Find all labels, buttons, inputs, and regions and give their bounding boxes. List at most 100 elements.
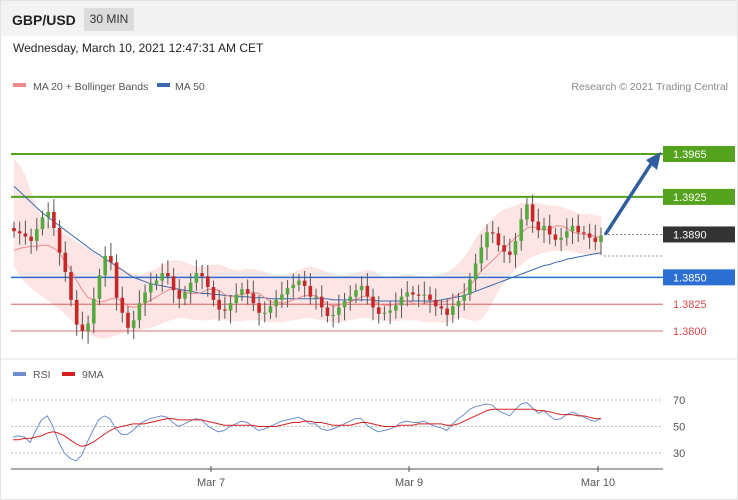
candle-body [530, 204, 535, 222]
candle-body [251, 293, 256, 304]
candle-body [496, 233, 501, 246]
header-bar: GBP/USD 30 MIN [1, 1, 737, 36]
candle-body [274, 299, 278, 307]
candle-body [12, 228, 16, 232]
candle-body [525, 204, 529, 220]
candle-body [576, 225, 581, 233]
candle-body [80, 324, 85, 331]
candle-body [183, 292, 187, 299]
candle-body [422, 294, 427, 296]
candle-body [109, 255, 113, 263]
x-tick-label: Mar 9 [395, 477, 423, 489]
candle-body [479, 247, 484, 264]
candle-body [553, 234, 558, 240]
candle-body [308, 285, 313, 297]
candle-body [114, 262, 119, 298]
level-tag [663, 226, 735, 243]
candle-body [234, 294, 239, 304]
candle-body [593, 237, 598, 242]
legend-swatch-rsi [13, 372, 26, 376]
candle-body [485, 232, 489, 248]
candle-body [433, 299, 438, 307]
legend-label-ma50: MA 50 [175, 81, 205, 93]
candle-body [490, 232, 495, 234]
candle-body [131, 320, 136, 328]
candle-body [542, 225, 546, 231]
candle-body [91, 298, 96, 324]
candle-body [473, 263, 478, 280]
candle-body [297, 280, 301, 285]
candle-body [331, 314, 335, 317]
candle-body [462, 294, 467, 301]
candle-body [365, 285, 370, 297]
symbol-label: GBP/USD [12, 12, 76, 28]
x-tick-label: Mar 7 [197, 477, 225, 489]
candle-body [137, 303, 142, 321]
forecast-arrow-shaft [604, 162, 653, 236]
candle-body [599, 235, 603, 242]
candle-body [177, 290, 182, 299]
candle-body [34, 229, 39, 241]
candle-body [536, 221, 541, 231]
candle-body [69, 272, 73, 300]
candles [12, 194, 603, 344]
candle-body [228, 303, 233, 311]
candle-body [376, 307, 381, 314]
candle-body [302, 280, 307, 286]
level-tag [663, 269, 735, 286]
candle-body [559, 237, 563, 240]
timeframe-button[interactable]: 30 MIN [84, 8, 134, 31]
candle-body [359, 285, 364, 291]
candle-body [29, 236, 33, 241]
candle-body [337, 307, 341, 315]
candle-body [240, 289, 244, 295]
candle-body [63, 252, 68, 272]
legend-label-ma20: MA 20 + Bollinger Bands [33, 81, 148, 93]
candle-body [394, 305, 398, 311]
rsi-9ma-line [13, 408, 601, 447]
candle-body [428, 294, 432, 300]
candle-body [547, 225, 552, 235]
candle-body [86, 323, 90, 331]
forecast-arrow [604, 152, 661, 236]
candle-body [166, 273, 170, 277]
candle-body [188, 282, 193, 293]
candle-body [468, 279, 472, 295]
candle-body [200, 273, 204, 277]
rsi-line [12, 402, 602, 462]
candle-body [160, 273, 164, 281]
level-labels: 1.3965 1.3925 1.3890 1.3850 1.3825 1.3800 [663, 146, 735, 338]
candle-body [194, 273, 199, 283]
level-label: 1.3850 [673, 272, 707, 284]
candle-body [262, 312, 267, 314]
candle-body [565, 231, 569, 238]
candle-body [314, 296, 318, 298]
candle-body [268, 306, 273, 313]
ma50-line [13, 185, 602, 302]
candle-body [245, 289, 250, 294]
level-label: 1.3925 [673, 192, 707, 204]
legend-label-rsi: RSI [33, 369, 51, 381]
candle-body [456, 300, 461, 307]
candle-body [570, 225, 575, 232]
candle-body [416, 294, 421, 296]
candle-body [217, 299, 221, 310]
level-tag [663, 188, 735, 205]
candle-body [17, 231, 22, 234]
candle-body [285, 288, 290, 295]
candle-body [502, 245, 506, 252]
candle-body [52, 211, 56, 229]
candle-body [451, 306, 455, 315]
candle-body [40, 217, 45, 230]
candle-body [257, 303, 261, 313]
candle-body [143, 292, 147, 304]
x-tick-label: Mar 10 [581, 477, 615, 489]
candle-body [223, 309, 227, 311]
candle-body [445, 308, 449, 315]
candle-body [319, 296, 324, 308]
candle-body [23, 233, 28, 237]
candle-body [120, 297, 125, 313]
candle-body [171, 276, 176, 291]
candle-body [388, 310, 392, 313]
levels [11, 153, 663, 332]
